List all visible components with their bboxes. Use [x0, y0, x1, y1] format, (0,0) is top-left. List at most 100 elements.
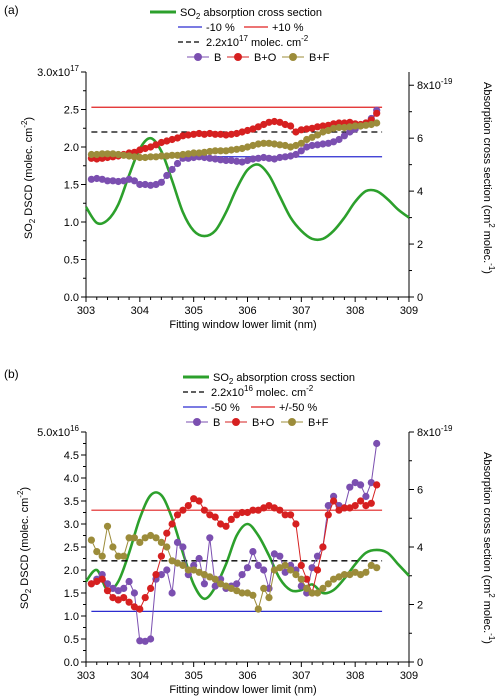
panel-a-series-BO-point — [195, 129, 203, 138]
panel-b-ylabel-left-c: DSCD (molec. cm — [19, 498, 31, 589]
panel-b-xlabel: Fitting window lower limit (nm) — [169, 684, 316, 696]
legend-a-cross-label: SO2 absorption cross section — [180, 7, 322, 21]
legend-b-BO-label: B+O — [252, 417, 275, 429]
panel-b-xtick-label: 309 — [400, 670, 418, 682]
panel-b-series-BF-point — [367, 561, 375, 570]
panel-b-ylabel-left-b: 2 — [24, 588, 33, 593]
panel-a-series-B-point — [233, 157, 241, 165]
panel-a-series-BF-point — [233, 145, 241, 153]
panel-b-series-BO-point — [103, 587, 112, 595]
panel-b-series-BF-point — [206, 573, 214, 581]
legend-b-ref-label-a: 2.2x10 — [211, 387, 244, 399]
legend-a-BO-swatch — [227, 53, 249, 61]
panel-b-series-BF-point — [292, 571, 300, 579]
panel-a-ytick-left-label: 0.5 — [64, 255, 79, 267]
panel-b-series-BF-point — [141, 534, 149, 542]
panel-a-series-BF-point — [98, 150, 106, 158]
panel-b-series-BO-point — [249, 506, 257, 514]
legend-b-cross-label: SO2 absorption cross section — [213, 372, 355, 386]
panel-a-series-BF-point — [173, 151, 182, 159]
panel-a-series-B-point — [243, 156, 252, 165]
panel-b-series-BF-point — [362, 568, 370, 576]
panel-a-series-B-point — [130, 177, 138, 185]
panel-a-series-B-point — [330, 138, 338, 146]
panel-a-series-BO-point — [157, 138, 165, 147]
panel-a-ytick-left-label: 2.0 — [64, 142, 79, 154]
panel-b-series-BF-point — [330, 575, 338, 583]
panel-b-series-BO-point — [98, 575, 106, 583]
panel-b-series-B-point — [313, 552, 322, 560]
panel-b-series-B-point — [141, 637, 149, 645]
panel-a-xtick-label: 303 — [77, 305, 95, 317]
panel-a-series-BO-point — [238, 128, 246, 136]
legend-b-BF-swatch — [281, 418, 303, 426]
legend-b-cross-label-a: SO — [213, 372, 229, 384]
panel-b-series-BF-point — [157, 538, 165, 547]
panel-b-series-BO-point — [157, 552, 165, 560]
panel-b-series-BF-point — [265, 594, 273, 602]
panel-a-series-BF-point — [373, 119, 381, 127]
panel-b: (b) SO2 absorption cross section 2.2x101… — [4, 367, 496, 696]
panel-b-series-BO-point — [87, 580, 95, 588]
panel-a-xtick-label: 307 — [292, 305, 310, 317]
panel-a-ytick-right-label: 0 — [417, 292, 423, 304]
panel-b-ylabel-left-e: ) — [19, 487, 31, 491]
panel-b-ylabel-right: Absorption cross section (cm2 molec.-1) — [481, 452, 496, 644]
legend-swatch-marker — [193, 418, 201, 426]
panel-a-series-BO-point — [152, 141, 160, 149]
panel-b-series-BO-point — [163, 529, 171, 537]
panel-a-ylabel-right-d: -1 — [487, 263, 496, 271]
legend-a-plus-label: +10 % — [272, 22, 304, 34]
panel-a-series-BF-point — [265, 139, 273, 147]
panel-b-series-BO-point — [265, 502, 273, 510]
panel-b-series-BF-point — [217, 580, 225, 588]
panel-b-series-BO-point — [184, 502, 192, 510]
panel-b-series-B-point — [206, 534, 214, 542]
panel-a-ylabel-left-c: DSCD (molec. cm — [23, 128, 35, 219]
panel-a-series-B-point — [254, 154, 262, 162]
panel-a-series-B-point — [152, 180, 160, 189]
panel-a-series-B-point — [93, 174, 101, 183]
panel-b-series-BF-point — [287, 566, 295, 574]
legend-a-B-label: B — [214, 52, 221, 64]
panel-a-ytick-right-label: 4 — [417, 186, 423, 198]
panel-b-series-BF-point — [308, 589, 316, 597]
panel-a-series-BF-point — [136, 153, 144, 162]
panel-a-xtick-label: 305 — [184, 305, 202, 317]
panel-b-series-B-point — [163, 566, 171, 574]
panel-a-series-BF-point — [238, 144, 246, 153]
panel-b-series-B-point — [308, 564, 316, 572]
panel-b-ytick-left-label: 4.5 — [64, 450, 79, 462]
panel-a-ytick-left-label: 3.0x1017 — [37, 64, 79, 79]
panel-b-series-BF-point — [276, 564, 284, 572]
panel-a-ytick-left-label: 1.5 — [64, 180, 79, 192]
panel-a-series-BO-point — [168, 135, 176, 144]
panel-b-series-BF-point — [136, 538, 144, 547]
panel-b-series-B-point — [362, 492, 370, 500]
panel-a-series-BO-point — [227, 130, 235, 138]
panel-a-series-BF-point — [362, 121, 370, 129]
panel-a-series-BF-point — [125, 152, 133, 160]
panel-b-series-BO-point — [324, 511, 332, 519]
panel-b-series-BF-point — [270, 566, 278, 574]
panel-b-xtick-label: 307 — [292, 670, 310, 682]
panel-b-series-BO-point — [217, 520, 225, 528]
legend-swatch-marker — [289, 53, 297, 61]
panel-a-series-B-point — [281, 153, 289, 161]
panel-a-xtick-label: 306 — [238, 305, 256, 317]
panel-a-series-BF-point — [313, 131, 322, 139]
panel-a-ylabel-left: SO2 DSCD (molec. cm-2) — [20, 117, 37, 239]
panel-b-series-BO-point — [125, 598, 133, 606]
panel-a-series-BF-point — [297, 139, 305, 147]
panel-b-series-BO-point — [297, 561, 305, 570]
panel-a-series-B-point — [200, 153, 208, 162]
panel-a-series-BF-point — [276, 141, 284, 149]
panel-a-ytick-right-label: 8x10-19 — [417, 77, 453, 92]
panel-a-ylabel-left-d: -2 — [20, 120, 29, 128]
panel-b-series-B-point — [297, 582, 305, 590]
legend-a-cross-label-c: absorption cross section — [200, 7, 322, 19]
panel-a-series-BF-point — [308, 133, 316, 141]
panel-b-series-BO-point — [233, 511, 241, 519]
panel-a-series-BO-point — [373, 109, 381, 117]
legend-a-cross-label-b: 2 — [196, 12, 201, 21]
